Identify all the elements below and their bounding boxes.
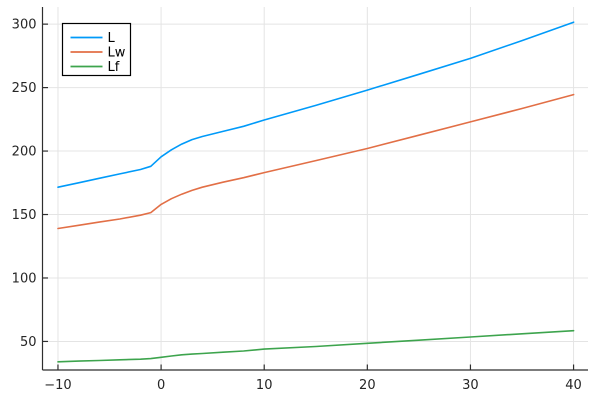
- y-tick-label: 200: [12, 145, 37, 160]
- y-tick-label: 250: [12, 81, 37, 96]
- y-tick-label: 300: [12, 18, 37, 33]
- legend-label-Lf: Lf: [108, 60, 120, 75]
- x-tick-label: 30: [462, 378, 479, 393]
- x-tick-label: −10: [44, 378, 71, 393]
- y-tick-label: 100: [12, 271, 37, 286]
- x-tick-label: 40: [565, 378, 582, 393]
- x-tick-label: 20: [359, 378, 376, 393]
- legend-label-Lw: Lw: [108, 46, 126, 61]
- series-line-L: [57, 21, 575, 188]
- y-tick-label: 50: [20, 335, 37, 350]
- legend-label-L: L: [108, 31, 116, 46]
- y-tick-label: 150: [12, 208, 37, 223]
- x-tick-label: 10: [256, 378, 273, 393]
- x-tick-label: 0: [157, 378, 165, 393]
- series-line-Lw: [57, 93, 575, 230]
- series-line-Lf: [57, 329, 575, 363]
